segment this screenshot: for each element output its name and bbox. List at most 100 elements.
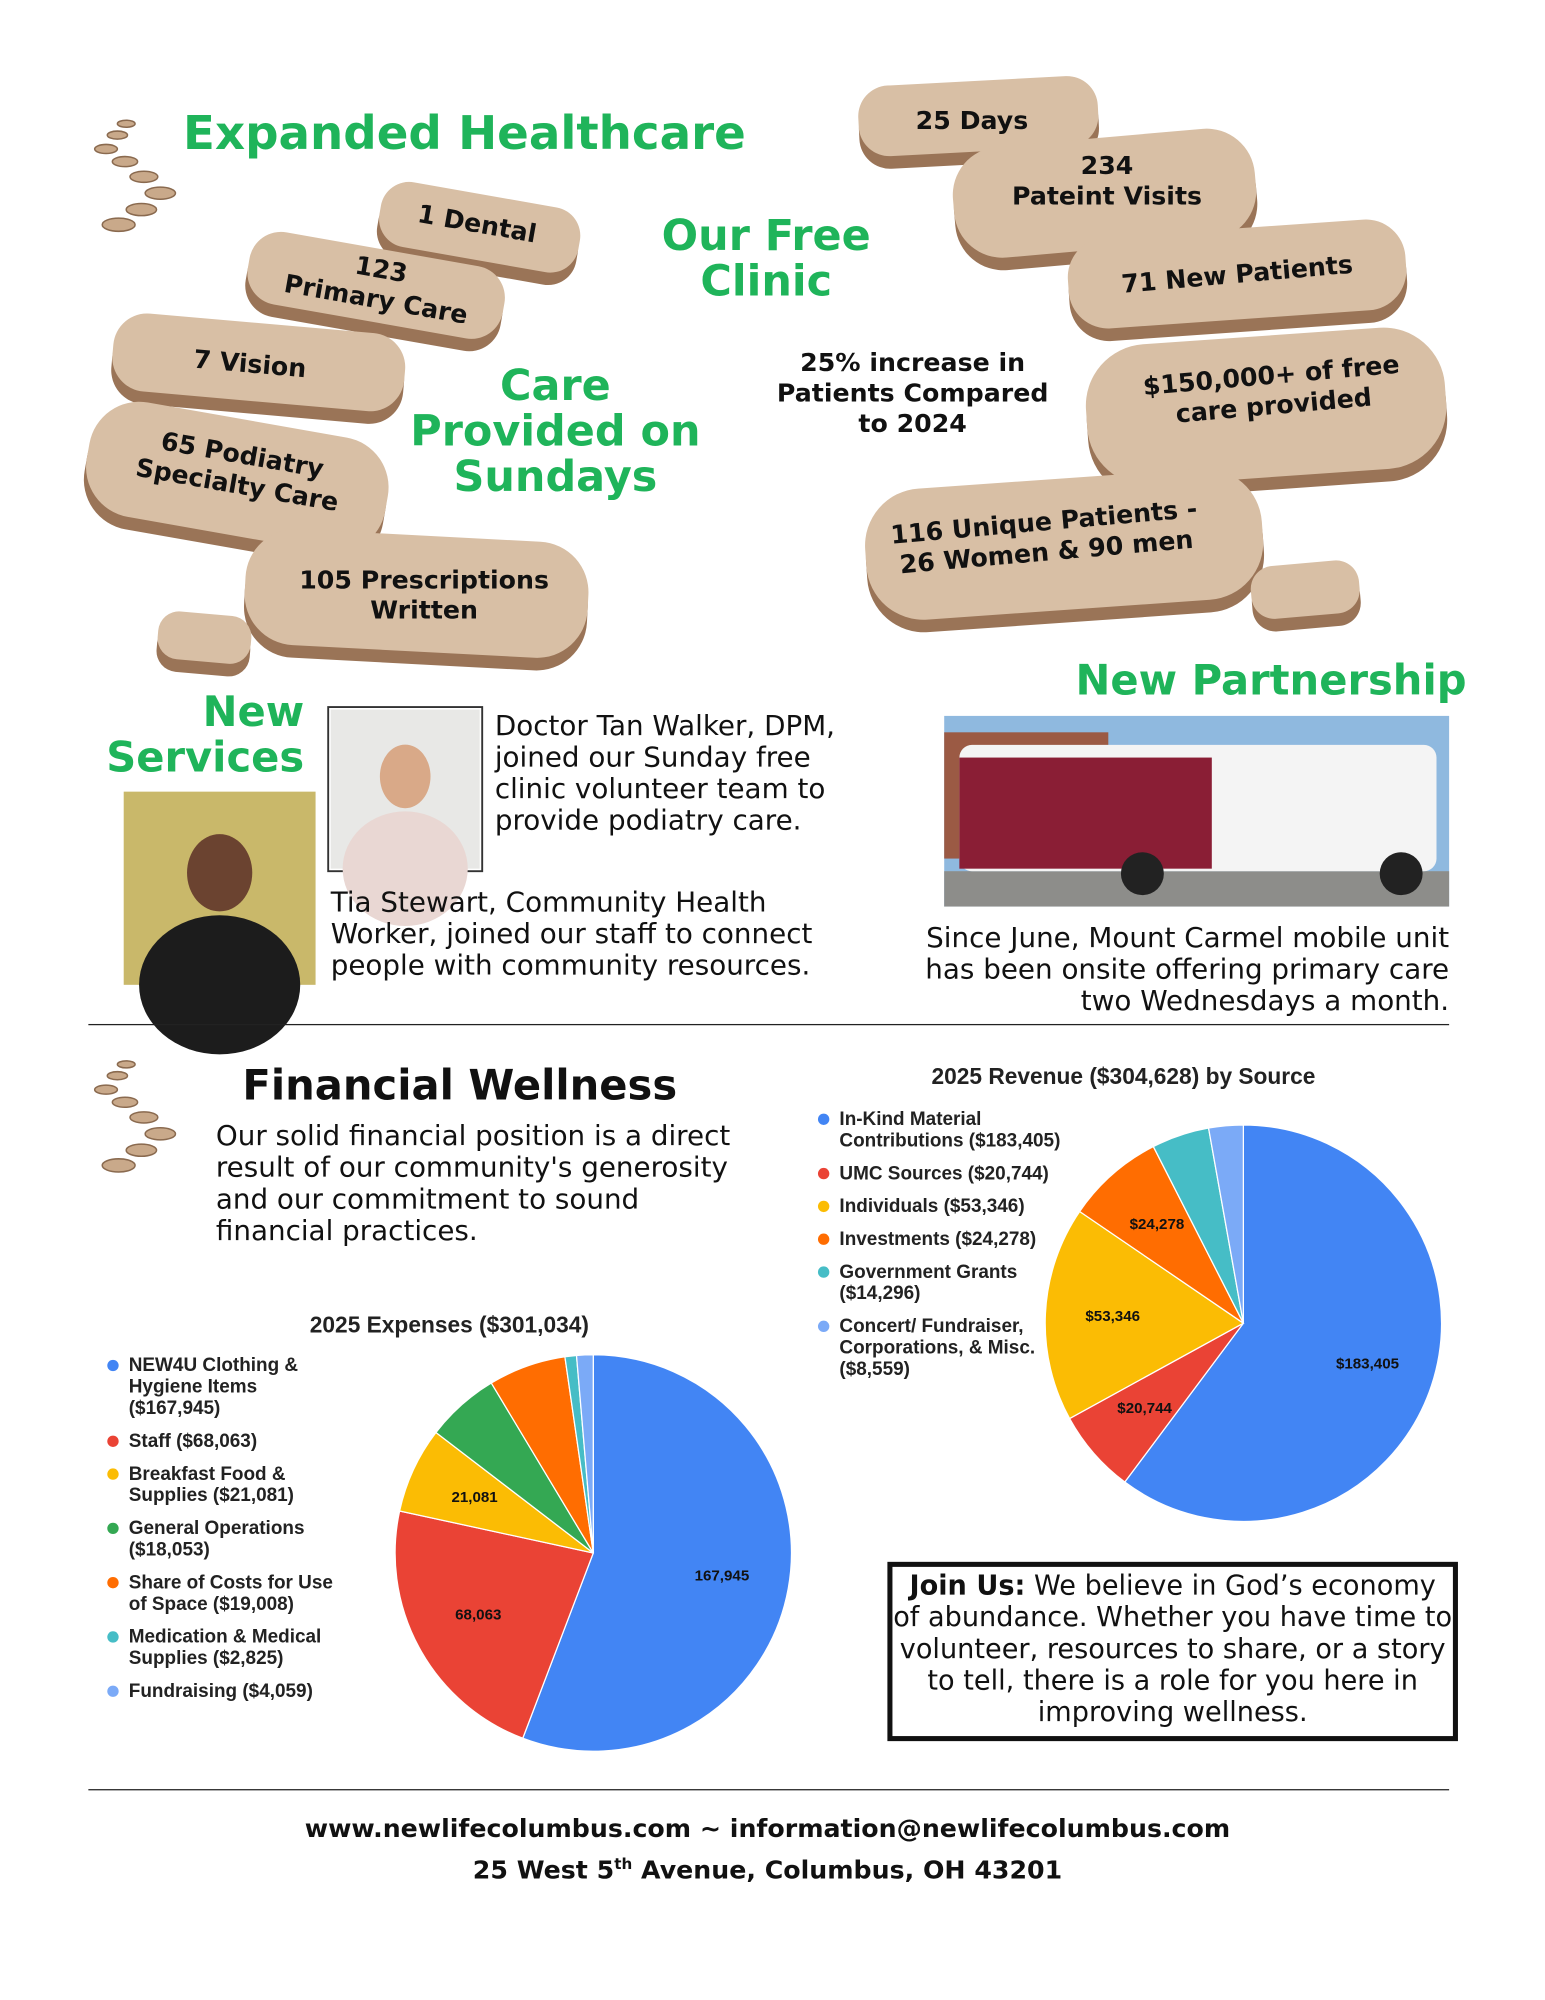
line: Clinic: [700, 256, 833, 307]
stone: [865, 468, 1265, 633]
pie-slice: [1207, 1124, 1244, 1324]
stone-top: [379, 181, 581, 273]
stone-top: [952, 128, 1257, 258]
icon-stone: [144, 1126, 177, 1141]
line: Our Free: [661, 210, 871, 262]
stone-top: [858, 76, 1099, 157]
line: Care: [500, 361, 611, 412]
stat: 234 Pateint Visits: [1012, 150, 1202, 211]
slice-label: $53,346: [1085, 1308, 1140, 1325]
stone-top: [865, 468, 1264, 620]
stone: [243, 529, 589, 671]
section-title: New Services: [106, 689, 304, 780]
icon-stone: [116, 119, 136, 129]
legend-label: UMC Sources ($20,744): [839, 1162, 1049, 1185]
legend-swatch: [817, 1167, 830, 1180]
pie-slice: [394, 1510, 595, 1740]
stone: [83, 401, 389, 566]
stone-top: [1067, 219, 1407, 329]
legend-label: Concert/ Fundraiser, Corporations, & Mis…: [839, 1315, 1036, 1381]
section-title: Financial Wellness: [242, 1060, 678, 1110]
line: to 2024: [858, 407, 967, 439]
pie-slice: [1123, 1124, 1443, 1523]
legend-label: Medication & Medical Supplies ($2,825): [128, 1626, 322, 1670]
line: Services: [106, 732, 305, 782]
line: 25% increase in: [800, 347, 1026, 378]
stat-line: 234: [1080, 150, 1134, 181]
stone-top: [1085, 327, 1447, 486]
stone: [111, 313, 406, 424]
line: Patients Compared: [776, 377, 1049, 408]
stone: [1250, 560, 1361, 632]
stat-line: Pateint Visits: [1011, 180, 1203, 211]
pie-slice: [575, 1354, 594, 1554]
legend-swatch: [107, 1522, 119, 1535]
wheel: [1379, 852, 1423, 896]
bus-photo: [944, 715, 1450, 907]
icon-stone: [101, 1158, 136, 1173]
icon-stone: [129, 170, 159, 184]
legend-item: Medication & Medical Supplies ($2,825): [107, 1626, 353, 1669]
stone: [1085, 327, 1448, 499]
legend-label: Share of Costs for Use of Space ($19,008…: [128, 1571, 333, 1615]
address-part: Avenue, Columbus, OH 43201: [641, 1854, 1063, 1886]
section-title: Our Free Clinic: [662, 213, 871, 304]
stone: [1067, 219, 1408, 342]
legend-item: Share of Costs for Use of Space ($19,008…: [107, 1572, 353, 1615]
legend-swatch: [817, 1266, 830, 1278]
stone-top: [86, 401, 389, 553]
legend-label: In-Kind Material Contributions ($183,405…: [839, 1108, 1061, 1152]
stat: 25 Days: [916, 105, 1029, 135]
ground: [944, 871, 1450, 907]
join-box: Join Us: We believe in God’s economy of …: [887, 1561, 1458, 1742]
stone: [156, 611, 252, 677]
stone: [245, 231, 505, 352]
icon-stone: [111, 1096, 139, 1109]
icon-stone: [144, 186, 177, 200]
legend: NEW4U Clothing & Hygiene Items ($167,945…: [107, 1355, 353, 1714]
pie-slice: [1044, 1210, 1245, 1420]
line: Sundays: [453, 452, 658, 503]
address-sup: th: [614, 1855, 633, 1873]
legend-item: Government Grants ($14,296): [817, 1261, 1064, 1305]
divider: [88, 1023, 1450, 1026]
bus-wrap: [959, 757, 1212, 869]
legend-label: Investments ($24,278): [839, 1228, 1037, 1250]
stone-top: [1250, 560, 1360, 619]
slice-label: 167,945: [695, 1568, 750, 1585]
icon-stone: [125, 202, 158, 217]
legend-swatch: [817, 1233, 830, 1245]
legend-label: Government Grants ($14,296): [839, 1261, 1018, 1305]
legend-item: Staff ($68,063): [107, 1431, 353, 1452]
stat: 105 Prescriptions Written: [299, 564, 549, 625]
photo: [327, 706, 484, 926]
line: New: [202, 686, 305, 737]
pie-slice: [521, 1354, 793, 1752]
photo: [123, 791, 316, 1055]
address-part: 25 West 5: [472, 1854, 615, 1886]
legend-item: Breakfast Food & Supplies ($21,081): [107, 1463, 353, 1506]
chart-title: 2025 Revenue ($304,628) by Source: [931, 1063, 1316, 1089]
section-title: New Partnership: [1075, 655, 1467, 705]
photo-body: [139, 915, 301, 1055]
stone-top: [244, 529, 589, 658]
join-lead: Join Us:: [909, 1570, 1026, 1603]
legend-swatch: [817, 1200, 830, 1213]
legend-item: Investments ($24,278): [817, 1228, 1064, 1250]
legend-item: Individuals ($53,346): [817, 1196, 1064, 1217]
worker-text: Tia Stewart, Community Health Worker, jo…: [330, 887, 813, 983]
footer-web: www.newlifecolumbus.com ~ information@ne…: [304, 1813, 1231, 1844]
legend: In-Kind Material Contributions ($183,405…: [817, 1108, 1064, 1392]
icon-stone: [93, 1084, 119, 1095]
section-subtitle: Care Provided on Sundays: [410, 364, 700, 500]
partnership-text: Since June, Mount Carmel mobile unit has…: [925, 922, 1450, 1018]
legend-item: In-Kind Material Contributions ($183,405…: [817, 1108, 1064, 1152]
stat-line: 105 Prescriptions: [299, 564, 550, 595]
legend-item: General Operations ($18,053): [107, 1518, 353, 1561]
legend-swatch: [107, 1576, 119, 1589]
icon-stone: [106, 1070, 129, 1081]
legend-label: Staff ($68,063): [128, 1430, 258, 1452]
